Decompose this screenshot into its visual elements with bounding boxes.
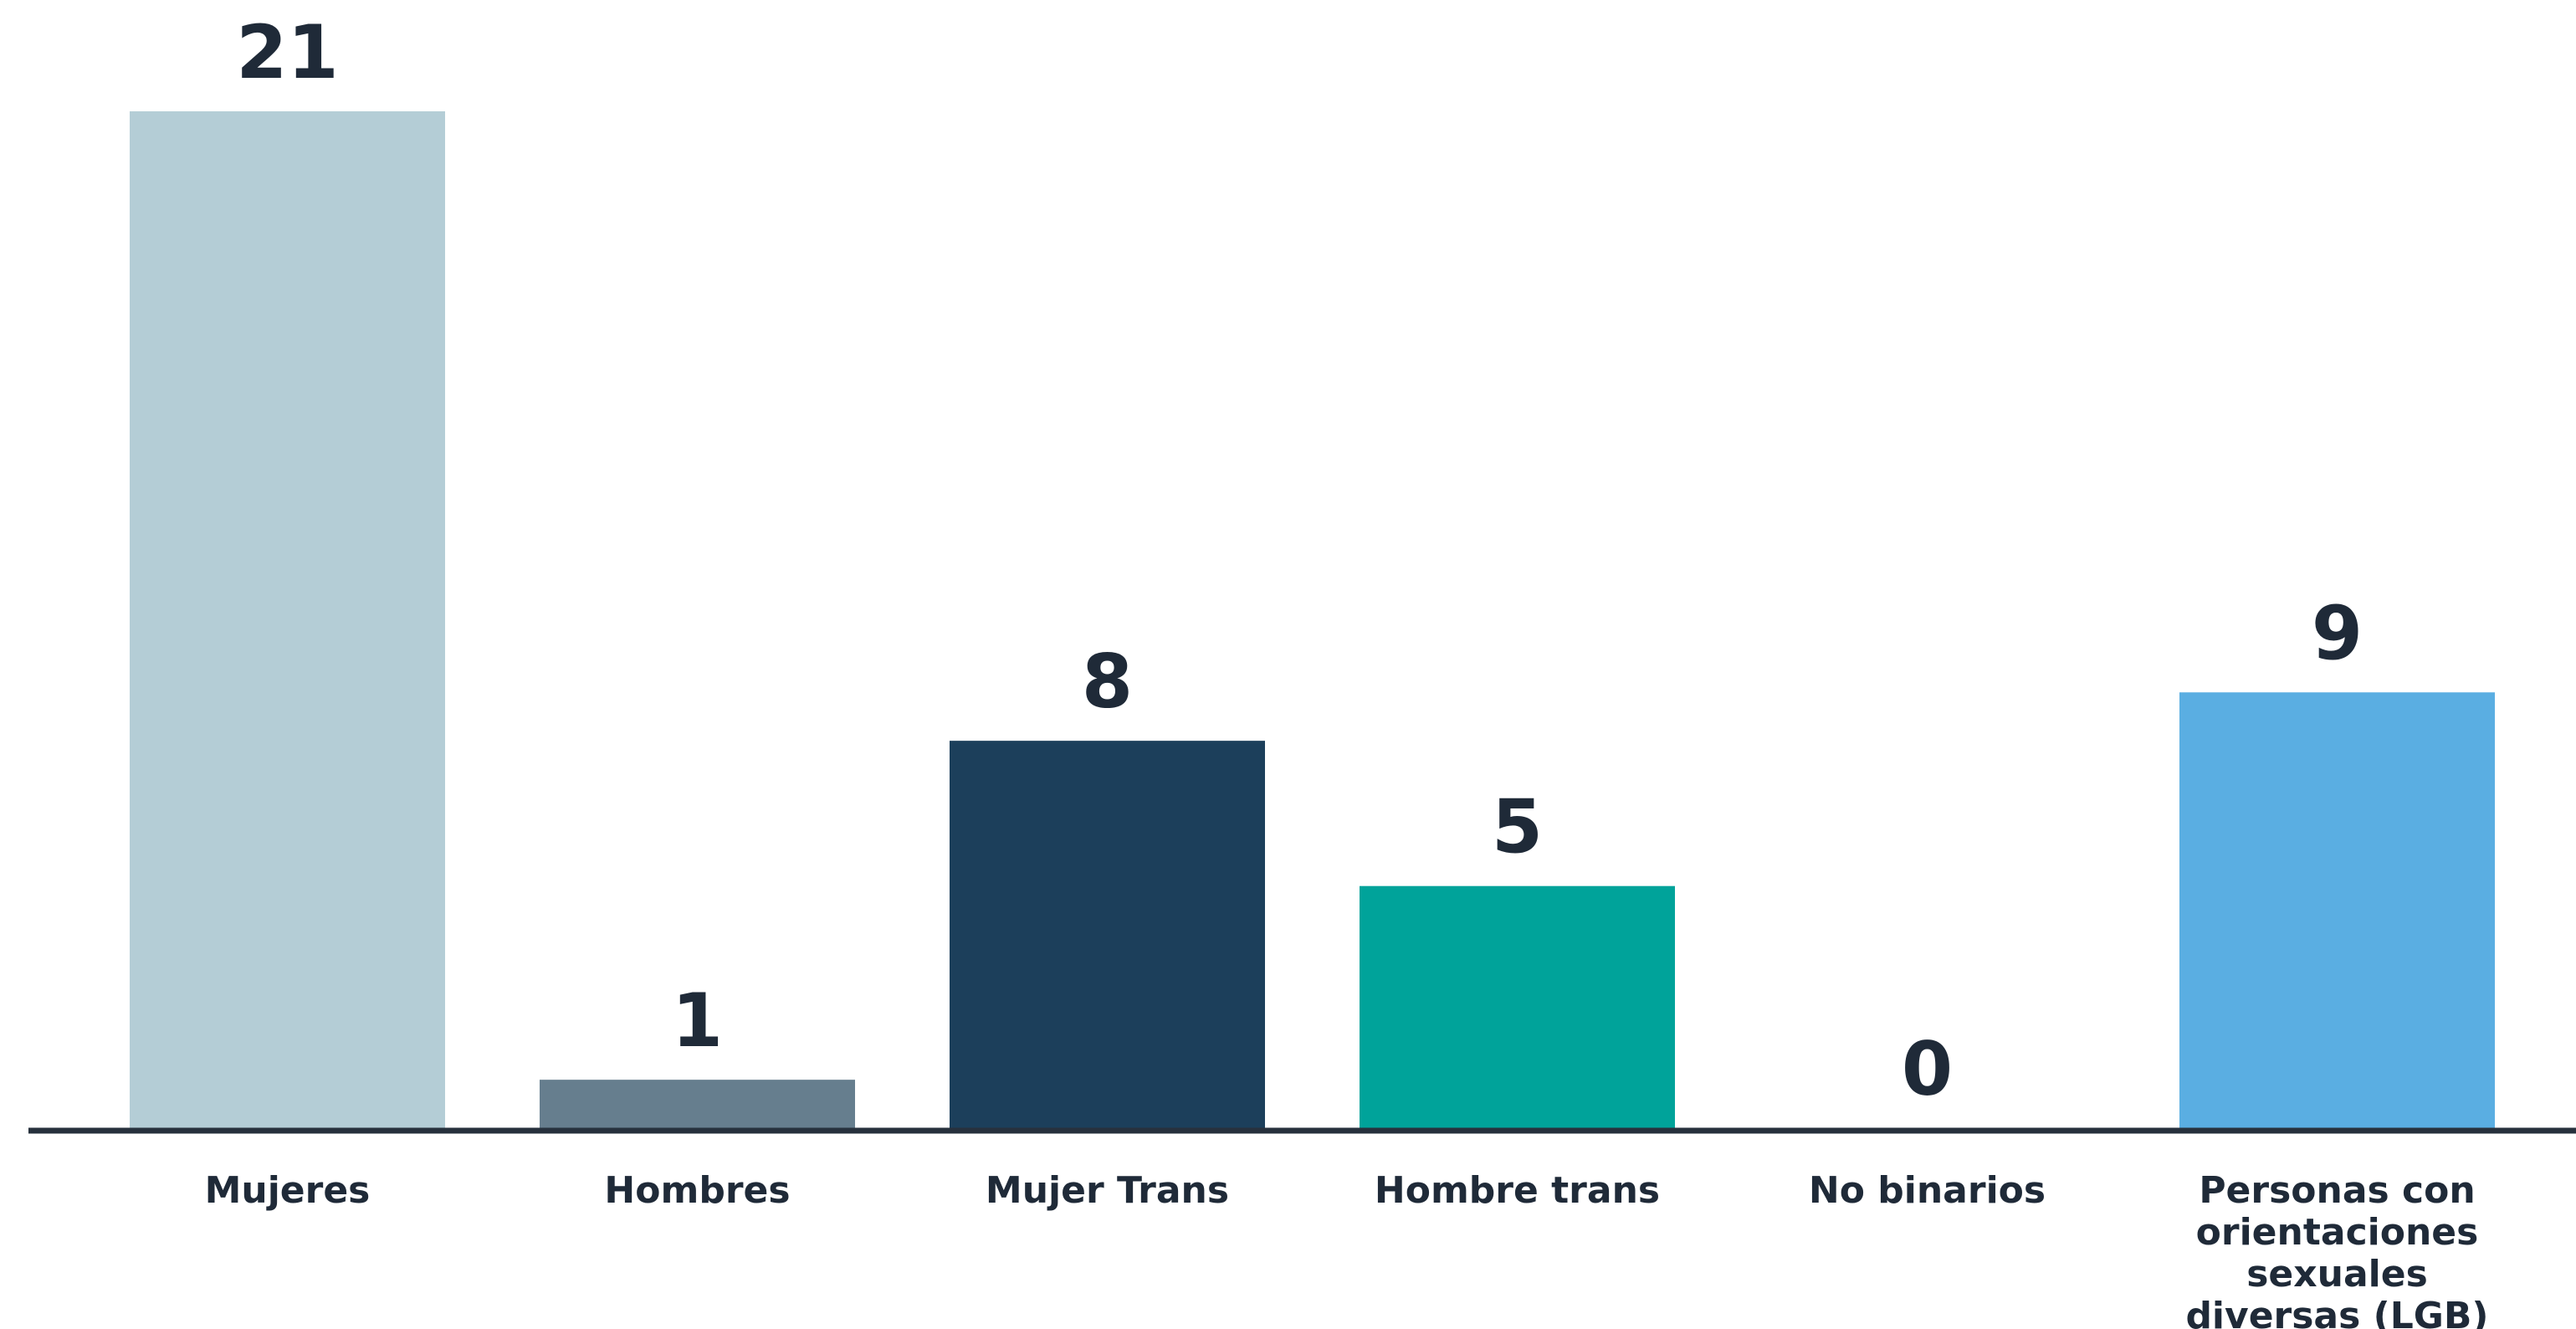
bar-2 — [950, 741, 1265, 1128]
value-labels-group: 21 1 8 5 0 9 — [236, 9, 2363, 1112]
bar-5 — [2179, 692, 2495, 1128]
bar-0 — [130, 111, 445, 1128]
category-label-4: No binarios — [1809, 1169, 2046, 1212]
category-label-5-line-2: sexuales — [2246, 1253, 2428, 1296]
category-label-5-line-3: diversas (LGB) — [2185, 1295, 2488, 1329]
value-label-0: 21 — [236, 9, 338, 95]
category-label-5-line-0: Personas con — [2199, 1169, 2475, 1212]
category-label-2: Mujer Trans — [986, 1169, 1229, 1212]
bars-group — [130, 111, 2495, 1128]
category-label-0: Mujeres — [205, 1169, 371, 1212]
value-label-4: 0 — [1902, 1026, 1953, 1112]
value-label-5: 9 — [2312, 590, 2363, 676]
bar-3 — [1360, 885, 1675, 1128]
category-label-1: Hombres — [604, 1169, 790, 1212]
value-label-2: 8 — [1082, 639, 1133, 725]
value-label-3: 5 — [1492, 784, 1543, 870]
value-label-1: 1 — [672, 978, 723, 1064]
category-label-3: Hombre trans — [1375, 1169, 1660, 1212]
category-labels-group: Mujeres Hombres Mujer Trans Hombre trans No … — [205, 1169, 2489, 1329]
bar-1 — [540, 1080, 855, 1128]
category-label-5-line-1: orientaciones — [2196, 1211, 2479, 1254]
